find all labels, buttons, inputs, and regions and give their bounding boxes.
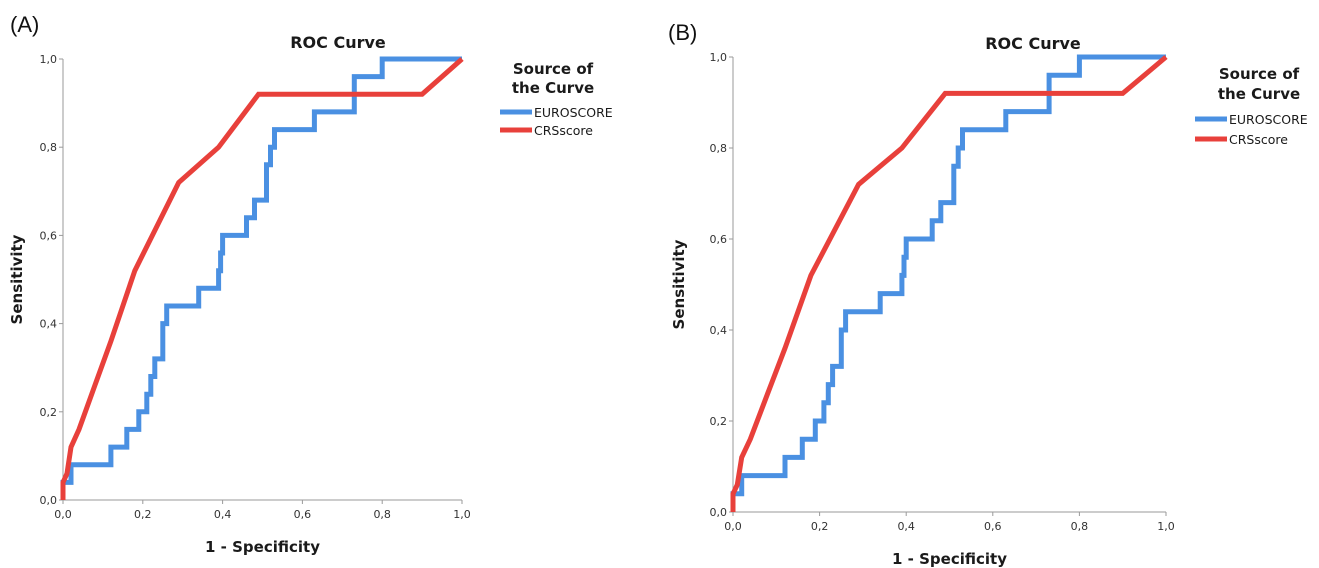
panel-label: (A) xyxy=(10,12,39,37)
x-tick-label: 0,0 xyxy=(724,520,742,533)
x-tick-label: 0,2 xyxy=(134,508,152,521)
y-axis-title: Sensitivity xyxy=(670,239,688,329)
x-tick-label: 0,8 xyxy=(1071,520,1089,533)
y-tick-label: 1,0 xyxy=(710,51,728,64)
x-tick-label: 0,4 xyxy=(214,508,232,521)
y-tick-label: 0,6 xyxy=(40,229,58,242)
chart-title: ROC Curve xyxy=(985,34,1081,53)
x-tick-label: 0,4 xyxy=(897,520,915,533)
legend: Source of the Curve EUROSCORE CRSscore xyxy=(1195,65,1308,147)
y-tick-label: 0,0 xyxy=(40,494,58,507)
legend-label: EUROSCORE xyxy=(534,105,613,120)
legend-title-line: Source of xyxy=(1219,65,1300,83)
series-line-euroscore xyxy=(60,56,462,500)
y-tick-label: 0,4 xyxy=(710,324,728,337)
legend-title-line: Source of xyxy=(513,60,594,78)
legend-title-line: the Curve xyxy=(512,79,594,97)
x-tick-label: 0,6 xyxy=(294,508,312,521)
x-tick-label: 0,6 xyxy=(984,520,1002,533)
series-line-euroscore xyxy=(730,54,1166,512)
x-tick-label: 0,8 xyxy=(373,508,391,521)
roc-panel-a: (A) ROC Curve 0,0 0,2 0,4 0,6 0,8 1,0 0,0 0,2 0,4 0… xyxy=(8,12,613,556)
series-line-crsscore xyxy=(730,55,1168,512)
series-line-crsscore xyxy=(60,57,464,500)
y-tick-label: 0,2 xyxy=(40,406,58,419)
legend-title-line: the Curve xyxy=(1218,85,1300,103)
legend-label: CRSscore xyxy=(534,123,593,138)
y-tick-label: 0,8 xyxy=(710,142,728,155)
chart-title: ROC Curve xyxy=(290,33,386,52)
x-tick-label: 0,0 xyxy=(54,508,72,521)
y-tick-label: 0,0 xyxy=(710,506,728,519)
roc-panel-b: (B) ROC Curve 0,0 0,2 0,4 0,6 0,8 1,0 0,0 0,2 0,4 0… xyxy=(668,20,1308,568)
y-tick-label: 0,4 xyxy=(40,318,58,331)
x-tick-label: 1,0 xyxy=(453,508,471,521)
y-tick-label: 1,0 xyxy=(40,53,58,66)
legend-label: EUROSCORE xyxy=(1229,112,1308,127)
x-axis-title: 1 - Specificity xyxy=(892,550,1007,568)
panel-label: (B) xyxy=(668,20,697,45)
y-axis-title: Sensitivity xyxy=(8,234,26,324)
x-tick-label: 0,2 xyxy=(811,520,829,533)
x-axis-title: 1 - Specificity xyxy=(205,538,320,556)
legend-label: CRSscore xyxy=(1229,132,1288,147)
x-tick-label: 1,0 xyxy=(1157,520,1175,533)
y-tick-label: 0,2 xyxy=(710,415,728,428)
y-tick-label: 0,6 xyxy=(710,233,728,246)
y-tick-label: 0,8 xyxy=(40,141,58,154)
